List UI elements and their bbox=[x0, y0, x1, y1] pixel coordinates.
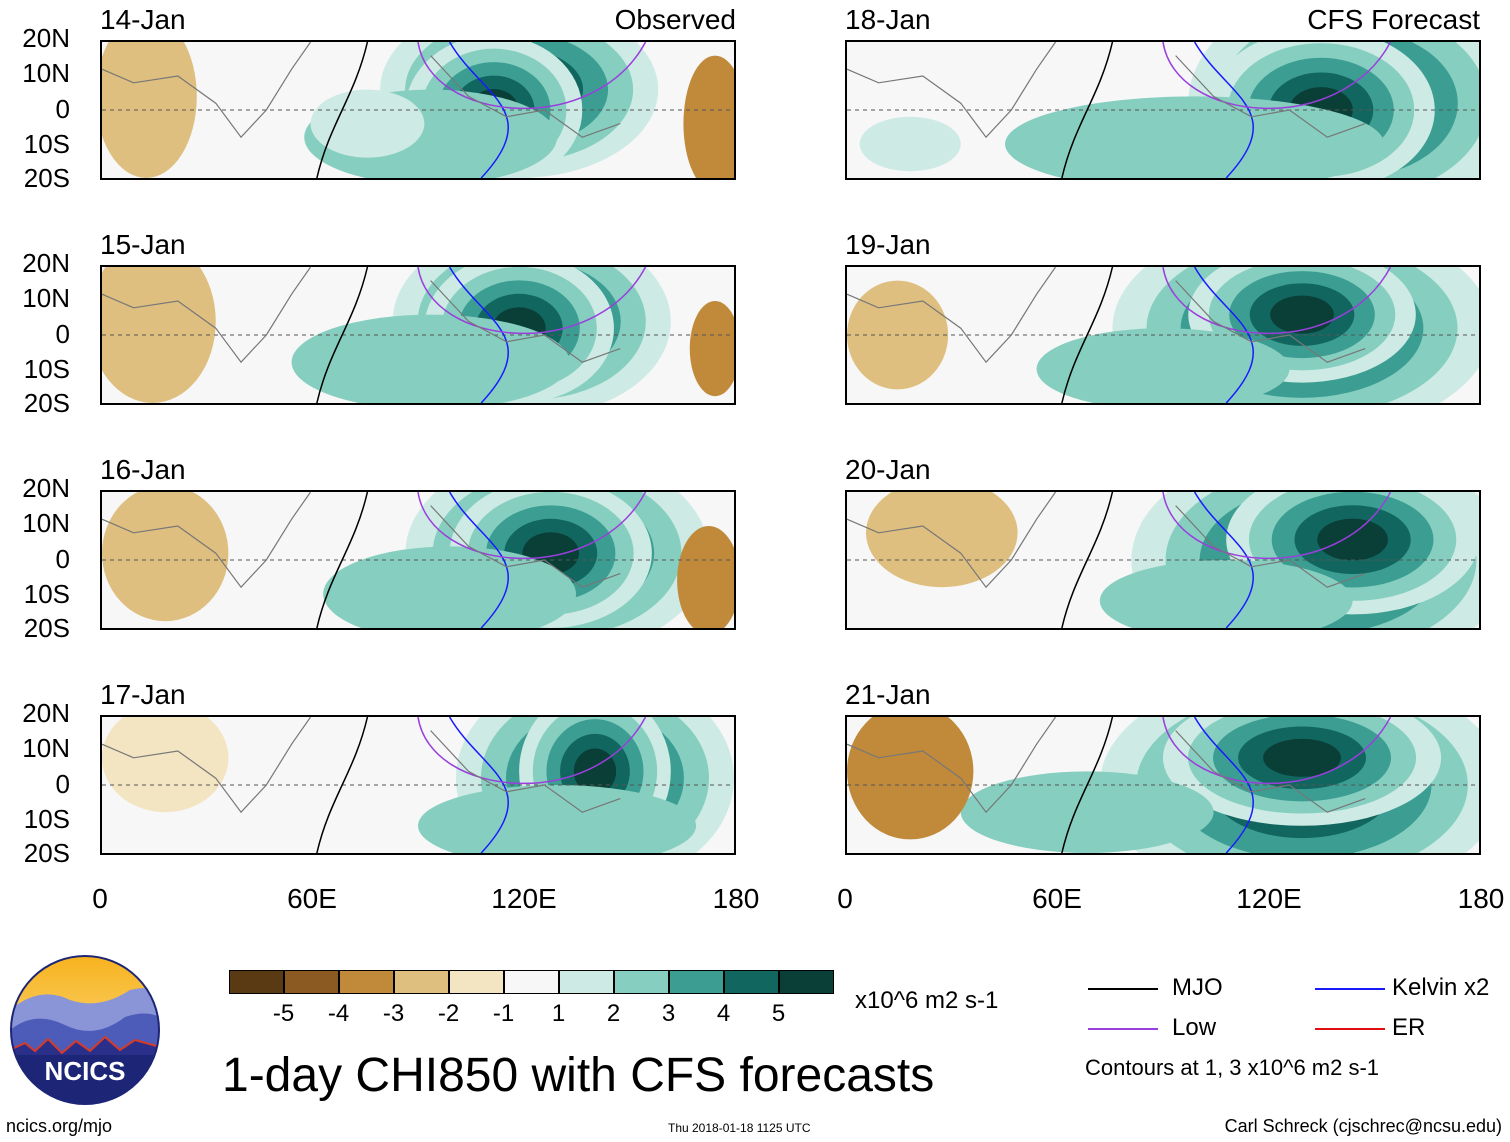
colorbar-tick: 2 bbox=[606, 1000, 621, 1027]
lat-label: 20N bbox=[22, 248, 70, 278]
author-credit: Carl Schreck (cjschrec@ncsu.edu) bbox=[1224, 1116, 1502, 1136]
colorbar-swatch bbox=[669, 970, 724, 994]
panel-date: 15-Jan bbox=[100, 229, 186, 260]
lat-label: 20S bbox=[23, 613, 70, 643]
lon-label: 60E bbox=[1032, 883, 1082, 914]
map-panel bbox=[100, 265, 736, 405]
map-panel bbox=[100, 40, 736, 180]
lat-label: 20S bbox=[23, 163, 70, 193]
figure-title: 1-day CHI850 with CFS forecasts bbox=[222, 1049, 935, 1102]
legend-label-er: ER bbox=[1392, 1014, 1426, 1041]
colorbar-swatch bbox=[779, 970, 834, 994]
map-field bbox=[102, 42, 734, 178]
colorbar-swatch bbox=[614, 970, 669, 994]
colorbar-tick: -2 bbox=[437, 1000, 460, 1027]
colorbar-swatch bbox=[449, 970, 504, 994]
colorbar-units: x10^6 m2 s-1 bbox=[855, 987, 999, 1014]
lat-label: 20N bbox=[22, 473, 70, 503]
lat-label: 0 bbox=[55, 94, 70, 124]
map-panel bbox=[845, 490, 1481, 630]
colorbar-swatch bbox=[229, 970, 284, 994]
lon-label: 180 bbox=[1457, 883, 1505, 914]
map-field bbox=[102, 717, 734, 853]
lon-label: 0 bbox=[837, 883, 853, 914]
colorbar-tick: -5 bbox=[272, 1000, 295, 1027]
observed-label: Observed bbox=[614, 4, 736, 35]
lat-label: 20N bbox=[22, 23, 70, 53]
colorbar-swatch bbox=[284, 970, 339, 994]
colorbar-tick: 1 bbox=[551, 1000, 566, 1027]
lon-label: 120E bbox=[1236, 883, 1302, 914]
timestamp: Thu 2018-01-18 1125 UTC bbox=[668, 1121, 811, 1135]
legend-label-low: Low bbox=[1172, 1014, 1217, 1041]
lat-label: 20N bbox=[22, 698, 70, 728]
lon-label: 60E bbox=[287, 883, 337, 914]
map-panel bbox=[100, 490, 736, 630]
colorbar-tick: 5 bbox=[771, 1000, 786, 1027]
map-field bbox=[847, 267, 1479, 403]
lat-label: 10N bbox=[22, 733, 70, 763]
panel-date: 14-Jan bbox=[100, 4, 186, 35]
map-field bbox=[847, 492, 1479, 628]
legend-line-mjo bbox=[1088, 988, 1158, 990]
forecast-label: CFS Forecast bbox=[1307, 4, 1480, 35]
colorbar-swatch bbox=[339, 970, 394, 994]
colorbar-swatch bbox=[724, 970, 779, 994]
colorbar-tick: -3 bbox=[382, 1000, 405, 1027]
lat-label: 10S bbox=[23, 579, 70, 609]
logo-text: NCICS bbox=[45, 1056, 126, 1086]
lon-label: 120E bbox=[491, 883, 557, 914]
lon-label: 0 bbox=[92, 883, 108, 914]
colorbar-tick: 4 bbox=[716, 1000, 731, 1027]
lat-label: 10S bbox=[23, 129, 70, 159]
legend-line-kelvin bbox=[1315, 988, 1385, 990]
legend-note: Contours at 1, 3 x10^6 m2 s-1 bbox=[1085, 1055, 1380, 1080]
lat-label: 10S bbox=[23, 804, 70, 834]
map-field bbox=[102, 267, 734, 403]
colorbar-tick: -4 bbox=[327, 1000, 350, 1027]
colorbar-swatch bbox=[559, 970, 614, 994]
colorbar-swatch bbox=[504, 970, 559, 994]
lat-label: 10S bbox=[23, 354, 70, 384]
legend-label-kelvin: Kelvin x2 bbox=[1392, 974, 1490, 1001]
lat-label: 10N bbox=[22, 58, 70, 88]
legend-label-mjo: MJO bbox=[1172, 974, 1223, 1001]
lat-label: 10N bbox=[22, 508, 70, 538]
panel-date: 16-Jan bbox=[100, 454, 186, 485]
map-field bbox=[847, 42, 1479, 178]
panel-date: 19-Jan bbox=[845, 229, 931, 260]
map-field bbox=[102, 492, 734, 628]
lat-label: 20S bbox=[23, 838, 70, 868]
lat-label: 0 bbox=[55, 544, 70, 574]
lat-label: 10N bbox=[22, 283, 70, 313]
lat-label: 0 bbox=[55, 769, 70, 799]
colorbar-tick: 3 bbox=[661, 1000, 676, 1027]
lat-label: 20S bbox=[23, 388, 70, 418]
map-field bbox=[847, 717, 1479, 853]
map-panel bbox=[845, 265, 1481, 405]
lon-label: 180 bbox=[712, 883, 760, 914]
lat-label: 0 bbox=[55, 319, 70, 349]
ncics-logo: NCICS bbox=[10, 955, 160, 1105]
panel-date: 18-Jan bbox=[845, 4, 931, 35]
panel-date: 17-Jan bbox=[100, 679, 186, 710]
panel-date: 20-Jan bbox=[845, 454, 931, 485]
panel-date: 21-Jan bbox=[845, 679, 931, 710]
legend-line-er bbox=[1315, 1028, 1385, 1030]
ncics-mjo-link[interactable]: ncics.org/mjo bbox=[6, 1116, 113, 1136]
map-panel bbox=[845, 40, 1481, 180]
colorbar-swatch bbox=[394, 970, 449, 994]
map-panel bbox=[845, 715, 1481, 855]
colorbar-tick: -1 bbox=[492, 1000, 515, 1027]
legend-line-low bbox=[1088, 1028, 1158, 1030]
map-panel bbox=[100, 715, 736, 855]
